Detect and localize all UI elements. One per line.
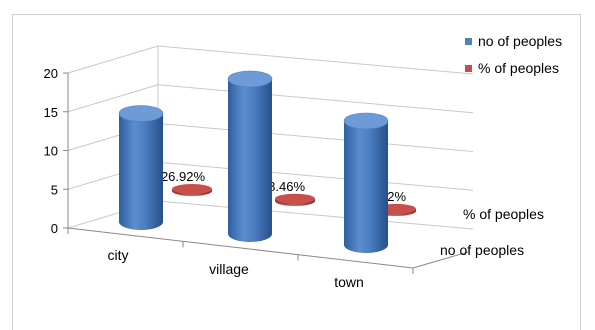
count-cylinder-top [227,70,273,88]
y-tick-label: 20 [44,66,58,81]
legend-swatch [465,65,472,72]
gridline-back [157,161,474,191]
depth-axis-label: no of peoples [440,242,524,258]
gridline-back [157,200,474,230]
y-tick-label: 15 [44,105,58,120]
chart-frame [12,14,581,330]
count-cylinder [228,79,272,242]
y-tick-label: 0 [51,221,58,236]
legend-swatch [465,38,472,45]
category-label: village [209,261,249,277]
series-count [118,70,389,253]
gridline-back [157,45,474,75]
y-tick-label: 10 [44,144,58,159]
x-axis-line [67,227,414,269]
legend: no of peoples % of peoples [465,33,562,76]
gridline-back [157,84,474,114]
count-cylinder-top [118,105,164,122]
percent-data-label: 38.46% [261,179,306,194]
legend-label: no of peoples [478,33,562,49]
count-cylinder-top [343,112,389,130]
percent-disc [275,193,315,204]
category-label: town [334,274,364,290]
legend-label: % of peoples [478,60,559,76]
depth-axis-line [412,251,469,269]
percent-disc [172,184,212,194]
category-labels: city village town [108,247,364,290]
y-tick-label: 5 [51,182,58,197]
count-cylinder [119,113,163,230]
gridline-side [67,45,159,74]
depth-axis-labels: % of peoples no of peoples [440,206,544,258]
count-cylinder [344,121,388,253]
gridline-back [157,123,474,152]
percent-data-label: 26.92% [161,169,206,184]
gridline-side [67,84,159,113]
gridlines [67,45,474,230]
depth-axis-label: % of peoples [463,206,544,222]
y-tick-labels: 0 5 10 15 20 [44,66,58,236]
category-label: city [108,247,129,263]
